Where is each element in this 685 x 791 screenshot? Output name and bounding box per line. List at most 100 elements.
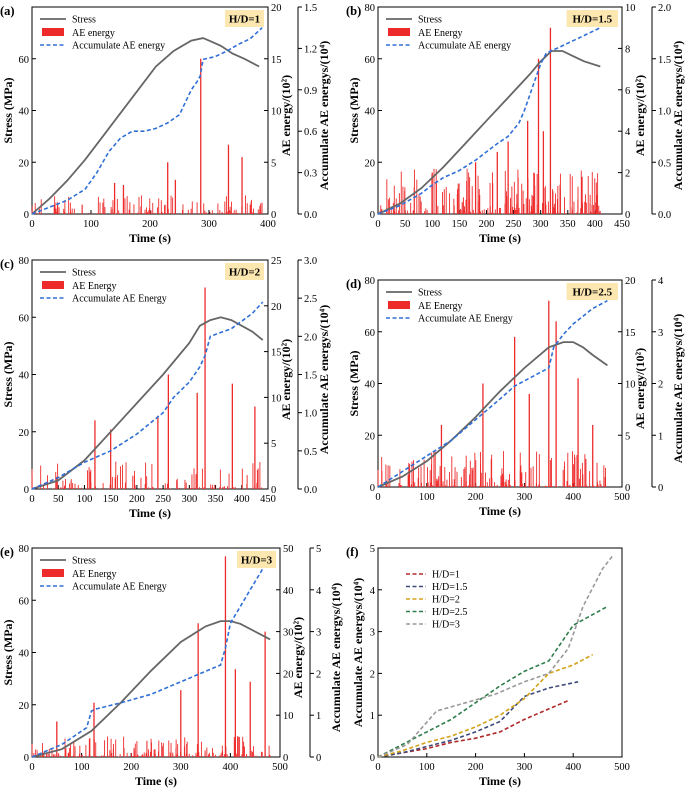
accumulate-line [31,555,271,758]
y2-tick-label: 5 [271,158,276,169]
y2-tick-label: 10 [283,711,294,722]
y-tick-label: 80 [365,3,376,14]
y2-axis-title: AE energy/(10²) [291,617,305,698]
x-tick-label: 100 [74,762,90,773]
ae-energy-bars [31,287,262,489]
axes-frame [31,547,281,758]
y2-tick-label: 50 [283,544,294,555]
y3-axis-title: Accumulate AE energys/(10⁴) [317,41,331,191]
y2-tick-label: 20 [283,669,294,680]
legend-label: Stress [418,288,442,299]
x-tick-label: 450 [614,219,630,230]
legend-label: Stress [418,15,442,26]
legend-label: Stress [72,268,96,279]
y3-tick-label: 1.0 [304,409,317,420]
y3-tick-label: 0.9 [304,86,317,97]
x-tick-label: 300 [517,762,533,773]
y3-tick-label: 3 [658,328,663,339]
legend-label: AE energy [72,28,115,39]
x-tick-label: 0 [29,494,34,505]
y3-tick-label: 0.3 [304,169,317,180]
y3-tick-label: 1.2 [304,44,317,55]
hd-badge-label: H/D=2 [229,267,261,279]
hd-badge [566,283,618,300]
x-tick-label: 450 [260,494,276,505]
panel-label: (a) [0,4,15,18]
legend-swatch-ae [42,28,64,36]
y-axis-title: Stress (MPa) [1,619,15,685]
y-axis-title: Accumulate AE energys/(10⁴) [351,578,365,728]
legend-label: Accumulate AE Energy [418,314,513,325]
y3-axis-title: Accumulate AE energys/(10⁴) [317,305,331,455]
x-axis-title: Time (s) [479,231,521,245]
y3-tick-label: 0.0 [304,210,317,221]
y2-tick-label: 25 [271,256,282,267]
panel-label: (d) [346,277,361,291]
y-tick-label: 40 [19,107,30,118]
y2-tick-label: 10 [271,107,282,118]
legend-label: Accumulate AE energy [418,41,511,52]
legend-label: Accumulate AE Energy [72,582,167,593]
x-tick-label: 200 [479,219,495,230]
x-tick-label: 400 [565,762,581,773]
y3-tick-label: 2.0 [658,3,671,14]
y-tick-label: 0 [370,210,375,221]
x-tick-label: 500 [272,762,288,773]
y-tick-label: 0 [24,753,29,764]
ae-energy-bars [31,556,271,757]
y3-tick-label: 0 [658,483,663,494]
accumulate-line [31,27,263,215]
y-axis-title: Stress (MPa) [1,341,15,407]
legend-label: AE Energy [418,28,463,39]
y-tick-label: 20 [19,158,30,169]
x-tick-label: 100 [83,219,99,230]
y3-tick-label: 2.0 [304,332,317,343]
x-tick-label: 150 [451,219,467,230]
y3-tick-label: 2 [316,669,321,680]
x-tick-label: 0 [375,762,380,773]
y2-axis-title: AE energy/(10²) [279,75,293,156]
y3-tick-label: 1 [316,711,321,722]
legend-label: AE Energy [418,301,463,312]
stress-line [31,620,271,758]
y-tick-label: 60 [19,55,30,66]
y2-tick-label: 6 [625,86,630,97]
y3-tick-label: 3 [316,628,321,639]
legend-label: AE Energy [72,569,117,580]
legend-label: Accumulate AE Energy [72,294,167,305]
x-tick-label: 400 [565,492,581,503]
x-axis-title: Time (s) [479,504,521,518]
y-tick-label: 40 [365,107,376,118]
legend-label: Stress [72,15,96,26]
y3-axis-title: Accumulate AE energys/(10⁴) [329,583,343,733]
y3-tick-label: 0.6 [304,127,317,138]
panel-label: (c) [0,257,14,271]
x-tick-label: 250 [506,219,522,230]
hd-badge-label: H/D=1.5 [573,14,613,26]
x-axis-title: Time (s) [479,774,521,788]
series-line [377,605,608,758]
x-axis-title: Time (s) [135,774,177,788]
y2-tick-label: 5 [625,431,630,442]
panel-label: (b) [346,4,361,18]
y-tick-label: 0 [370,483,375,494]
y2-tick-label: 15 [625,328,636,339]
y2-axis-title: AE energy/(10²) [633,348,647,429]
y2-tick-label: 10 [625,3,636,14]
axes-frame [377,279,623,488]
hd-badge [237,551,276,568]
x-tick-label: 0 [29,762,34,773]
x-tick-label: 400 [234,494,250,505]
y2-tick-label: 10 [271,393,282,404]
legend-swatch-ae [42,569,64,577]
ae-energy-bars [377,27,601,214]
y-tick-label: 5 [370,544,375,555]
y-tick-label: 40 [19,649,30,660]
y3-tick-label: 2 [658,380,663,391]
y2-tick-label: 0 [625,483,630,494]
x-tick-label: 200 [142,219,158,230]
x-tick-label: 100 [424,219,440,230]
